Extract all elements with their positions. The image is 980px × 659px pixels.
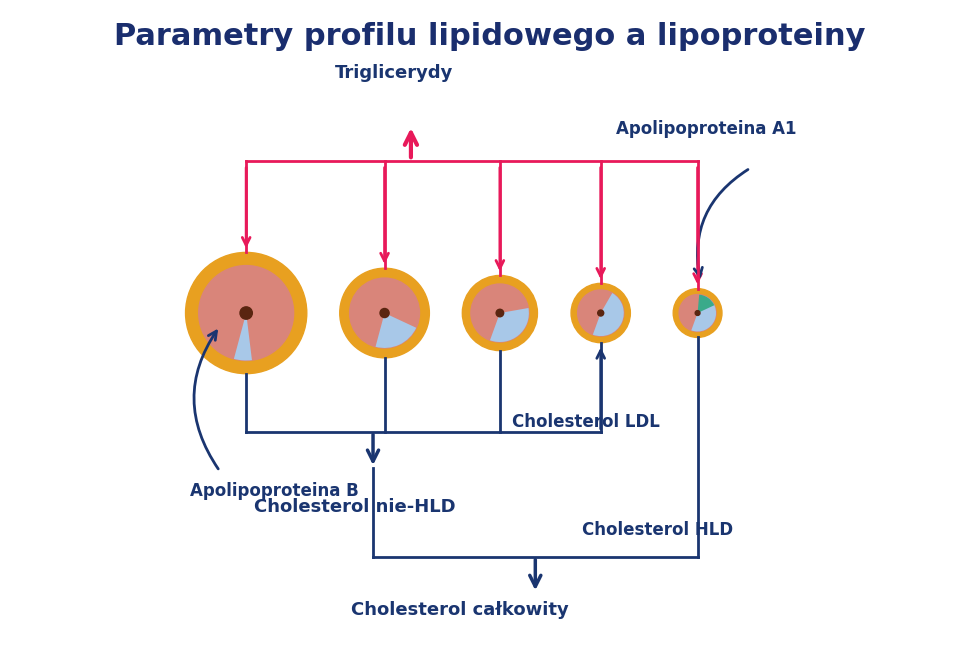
Text: Cholesterol LDL: Cholesterol LDL (512, 413, 660, 431)
Circle shape (240, 307, 252, 319)
Circle shape (185, 252, 307, 374)
Wedge shape (234, 313, 252, 360)
Circle shape (679, 295, 716, 331)
Wedge shape (698, 295, 714, 313)
Circle shape (496, 309, 504, 317)
Text: Cholesterol nie-HLD: Cholesterol nie-HLD (254, 498, 456, 517)
Circle shape (199, 266, 294, 360)
Circle shape (695, 310, 700, 316)
Circle shape (340, 268, 429, 358)
Circle shape (350, 278, 419, 348)
Wedge shape (593, 293, 624, 336)
Text: Cholesterol całkowity: Cholesterol całkowity (352, 600, 569, 619)
Text: Cholesterol HLD: Cholesterol HLD (582, 521, 734, 540)
Circle shape (571, 283, 630, 343)
Wedge shape (691, 297, 716, 331)
Circle shape (673, 289, 722, 337)
Circle shape (577, 290, 624, 336)
Wedge shape (490, 308, 529, 342)
Circle shape (598, 310, 604, 316)
Text: Parametry profilu lipidowego a lipoproteiny: Parametry profilu lipidowego a lipoprote… (115, 22, 865, 51)
Wedge shape (375, 313, 416, 348)
Text: Triglicerydy: Triglicerydy (335, 65, 454, 82)
Text: Apolipoproteina B: Apolipoproteina B (190, 482, 359, 500)
Circle shape (470, 284, 529, 342)
Circle shape (463, 275, 537, 351)
Text: Apolipoproteina A1: Apolipoproteina A1 (616, 119, 797, 138)
Circle shape (380, 308, 389, 318)
